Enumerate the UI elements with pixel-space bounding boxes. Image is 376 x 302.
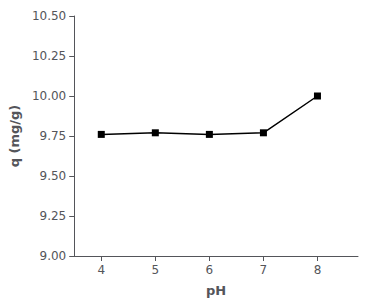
svg-text:4: 4: [97, 263, 105, 277]
svg-text:5: 5: [152, 263, 160, 277]
svg-text:10.50: 10.50: [32, 9, 66, 23]
svg-text:10.00: 10.00: [32, 89, 66, 103]
svg-text:8: 8: [314, 263, 322, 277]
svg-text:9.25: 9.25: [40, 209, 67, 223]
svg-text:pH: pH: [206, 283, 226, 298]
svg-text:9.75: 9.75: [40, 129, 67, 143]
svg-text:10.25: 10.25: [32, 49, 66, 63]
svg-text:6: 6: [206, 263, 214, 277]
svg-text:q (mg/g): q (mg/g): [7, 105, 22, 168]
svg-text:9.00: 9.00: [40, 249, 67, 263]
svg-text:7: 7: [260, 263, 268, 277]
svg-text:9.50: 9.50: [40, 169, 67, 183]
